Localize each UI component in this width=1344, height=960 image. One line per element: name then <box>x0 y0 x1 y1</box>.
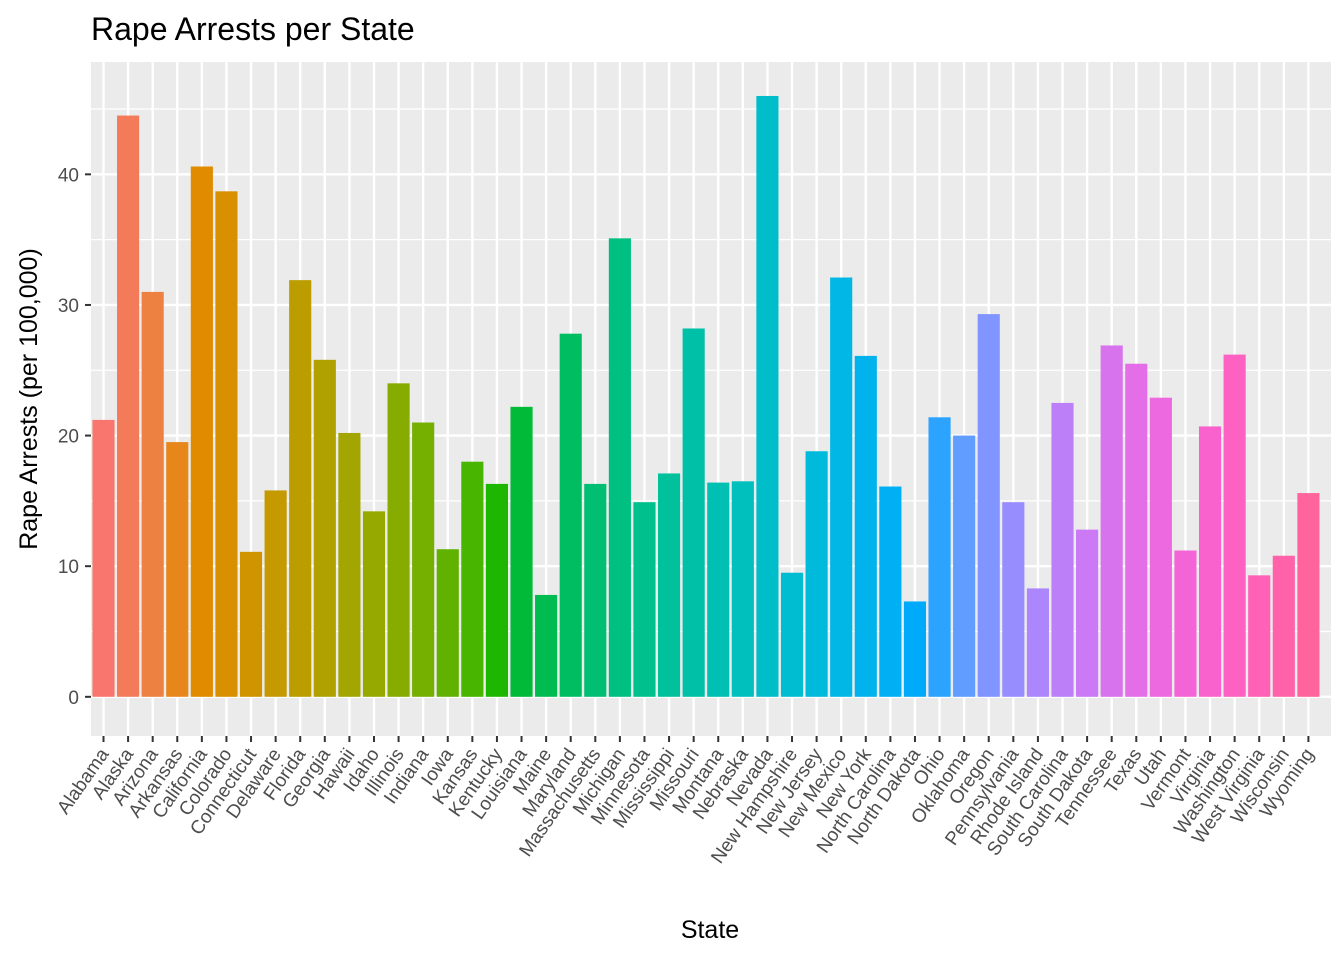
bar <box>412 422 435 697</box>
bar <box>854 355 877 697</box>
bar <box>1002 502 1025 697</box>
bar <box>1026 588 1049 697</box>
bar <box>1198 426 1222 697</box>
bar <box>1174 550 1197 697</box>
bar <box>264 490 287 697</box>
bar <box>1076 529 1099 697</box>
bar <box>1297 493 1320 697</box>
bar <box>977 314 1000 697</box>
bar <box>1149 397 1172 697</box>
y-tick-label: 20 <box>58 427 79 448</box>
bar <box>535 594 558 697</box>
bar <box>92 419 115 697</box>
y-axis: 0 10 20 30 40 <box>58 165 91 709</box>
bar <box>362 511 386 697</box>
bar <box>707 482 730 697</box>
bar <box>1125 363 1148 697</box>
bar <box>1272 555 1295 697</box>
bar <box>928 417 951 697</box>
y-tick-label: 40 <box>58 165 79 186</box>
bar <box>166 442 189 697</box>
bar <box>338 432 361 697</box>
bar <box>608 238 631 697</box>
bar <box>559 333 582 697</box>
bar <box>485 483 508 697</box>
bars <box>92 95 1320 697</box>
bar <box>436 549 459 697</box>
bar <box>190 166 213 697</box>
bar <box>953 435 976 697</box>
bar <box>1100 345 1123 697</box>
bar <box>510 406 533 697</box>
y-axis-title: Rape Arrests (per 100,000) <box>15 248 43 550</box>
bar <box>805 451 828 697</box>
chart-title: Rape Arrests per State <box>91 11 415 47</box>
bar <box>658 473 681 697</box>
y-tick-label: 0 <box>68 688 79 709</box>
bar <box>1051 402 1074 697</box>
x-axis-title: State <box>681 916 739 944</box>
bar <box>289 280 312 697</box>
bar <box>141 291 164 697</box>
bar <box>584 483 607 697</box>
y-tick-label: 10 <box>58 557 79 578</box>
bar <box>313 359 336 697</box>
bar <box>1223 354 1246 697</box>
bar <box>461 461 484 697</box>
bar <box>633 502 656 697</box>
bar <box>1248 575 1271 697</box>
bar <box>903 601 927 697</box>
bar <box>731 481 754 697</box>
bar <box>239 551 263 697</box>
x-axis: AlabamaAlaskaArizonaArkansasCaliforniaCo… <box>53 736 1319 868</box>
y-tick-label: 30 <box>58 296 79 317</box>
bar <box>117 115 140 697</box>
bar <box>879 486 902 697</box>
bar <box>387 383 410 697</box>
bar <box>756 95 779 697</box>
bar <box>830 277 853 697</box>
bar <box>682 328 705 697</box>
bar <box>780 572 804 697</box>
bar <box>215 191 238 697</box>
